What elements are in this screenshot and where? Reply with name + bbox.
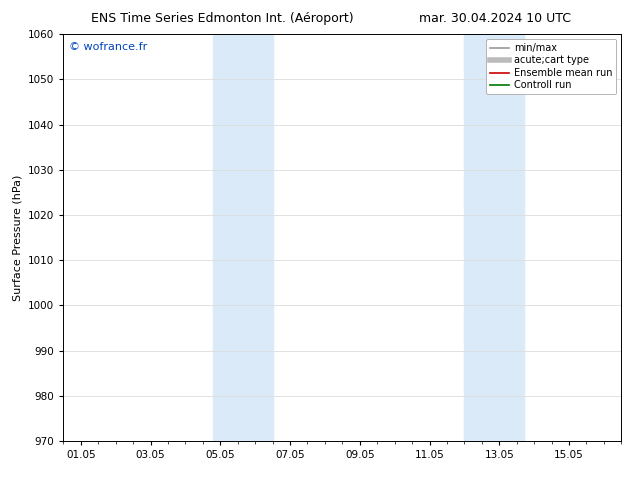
Text: © wofrance.fr: © wofrance.fr bbox=[69, 43, 147, 52]
Legend: min/max, acute;cart type, Ensemble mean run, Controll run: min/max, acute;cart type, Ensemble mean … bbox=[486, 39, 616, 94]
Y-axis label: Surface Pressure (hPa): Surface Pressure (hPa) bbox=[13, 174, 23, 301]
Text: mar. 30.04.2024 10 UTC: mar. 30.04.2024 10 UTC bbox=[418, 12, 571, 25]
Bar bbox=[464, 34, 524, 441]
Bar bbox=[213, 34, 273, 441]
Text: ENS Time Series Edmonton Int. (Aéroport): ENS Time Series Edmonton Int. (Aéroport) bbox=[91, 12, 353, 25]
